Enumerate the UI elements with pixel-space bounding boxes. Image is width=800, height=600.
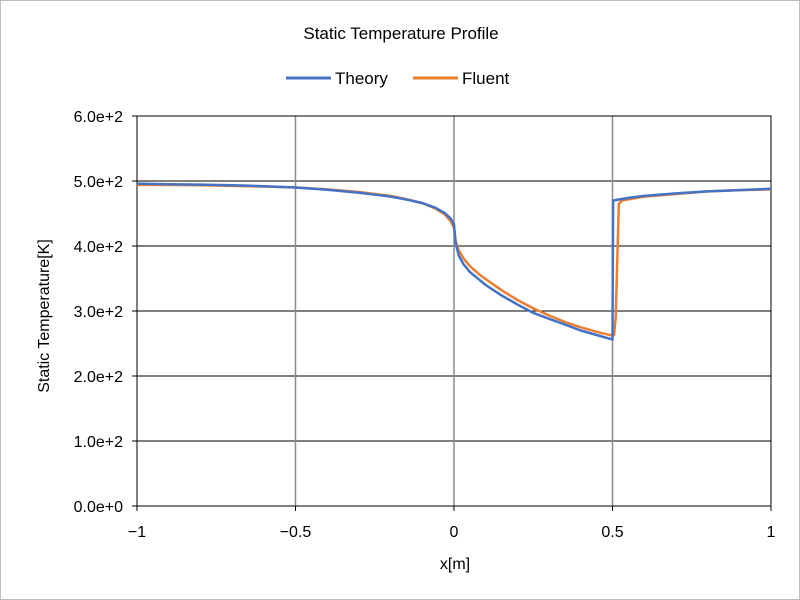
y-tick-label-1: 1.0e+2 (74, 434, 123, 451)
y-tick-label-3: 3.0e+2 (74, 304, 123, 321)
x-axis: −1 −0.5 0 0.5 1 (128, 506, 776, 541)
x-tick-label-0: −1 (128, 524, 146, 541)
y-tick-label-2: 2.0e+2 (74, 369, 123, 386)
x-tick-label-4: 1 (767, 524, 776, 541)
series-layer (136, 182, 772, 341)
grid-lines (137, 115, 771, 506)
series-line-theory (136, 182, 772, 341)
x-axis-title: x[m] (440, 556, 470, 573)
legend-label-theory: Theory (335, 69, 388, 88)
y-axis-title: Static Temperature[K] (36, 239, 53, 393)
x-tick-label-3: 0.5 (601, 524, 623, 541)
y-tick-label-6: 6.0e+2 (74, 109, 123, 126)
x-tick-label-1: −0.5 (280, 524, 312, 541)
y-tick-label-4: 4.0e+2 (74, 239, 123, 256)
x-tick-label-2: 0 (450, 524, 459, 541)
chart-title: Static Temperature Profile (303, 24, 498, 43)
legend: Theory Fluent (286, 69, 510, 88)
y-tick-label-0: 0.0e+0 (74, 499, 123, 516)
legend-label-fluent: Fluent (462, 69, 510, 88)
y-axis: 0.0e+0 1.0e+2 2.0e+2 3.0e+2 4.0e+2 5.0e+2 6.0e… (74, 109, 137, 516)
y-tick-label-5: 5.0e+2 (74, 174, 123, 191)
